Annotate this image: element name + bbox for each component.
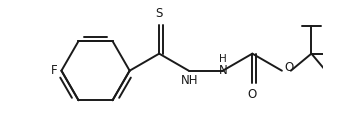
Text: H: H	[219, 54, 227, 64]
Text: S: S	[155, 7, 163, 20]
Text: O: O	[284, 61, 293, 75]
Text: O: O	[248, 88, 257, 101]
Text: NH: NH	[181, 74, 198, 87]
Text: F: F	[51, 64, 58, 77]
Text: N: N	[218, 64, 227, 77]
